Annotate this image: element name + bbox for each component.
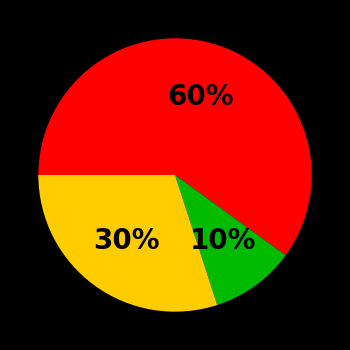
Text: 10%: 10% [190,228,257,256]
Wedge shape [38,38,312,256]
Wedge shape [38,175,217,312]
Text: 30%: 30% [93,228,160,256]
Text: 60%: 60% [167,83,233,111]
Wedge shape [175,175,286,305]
